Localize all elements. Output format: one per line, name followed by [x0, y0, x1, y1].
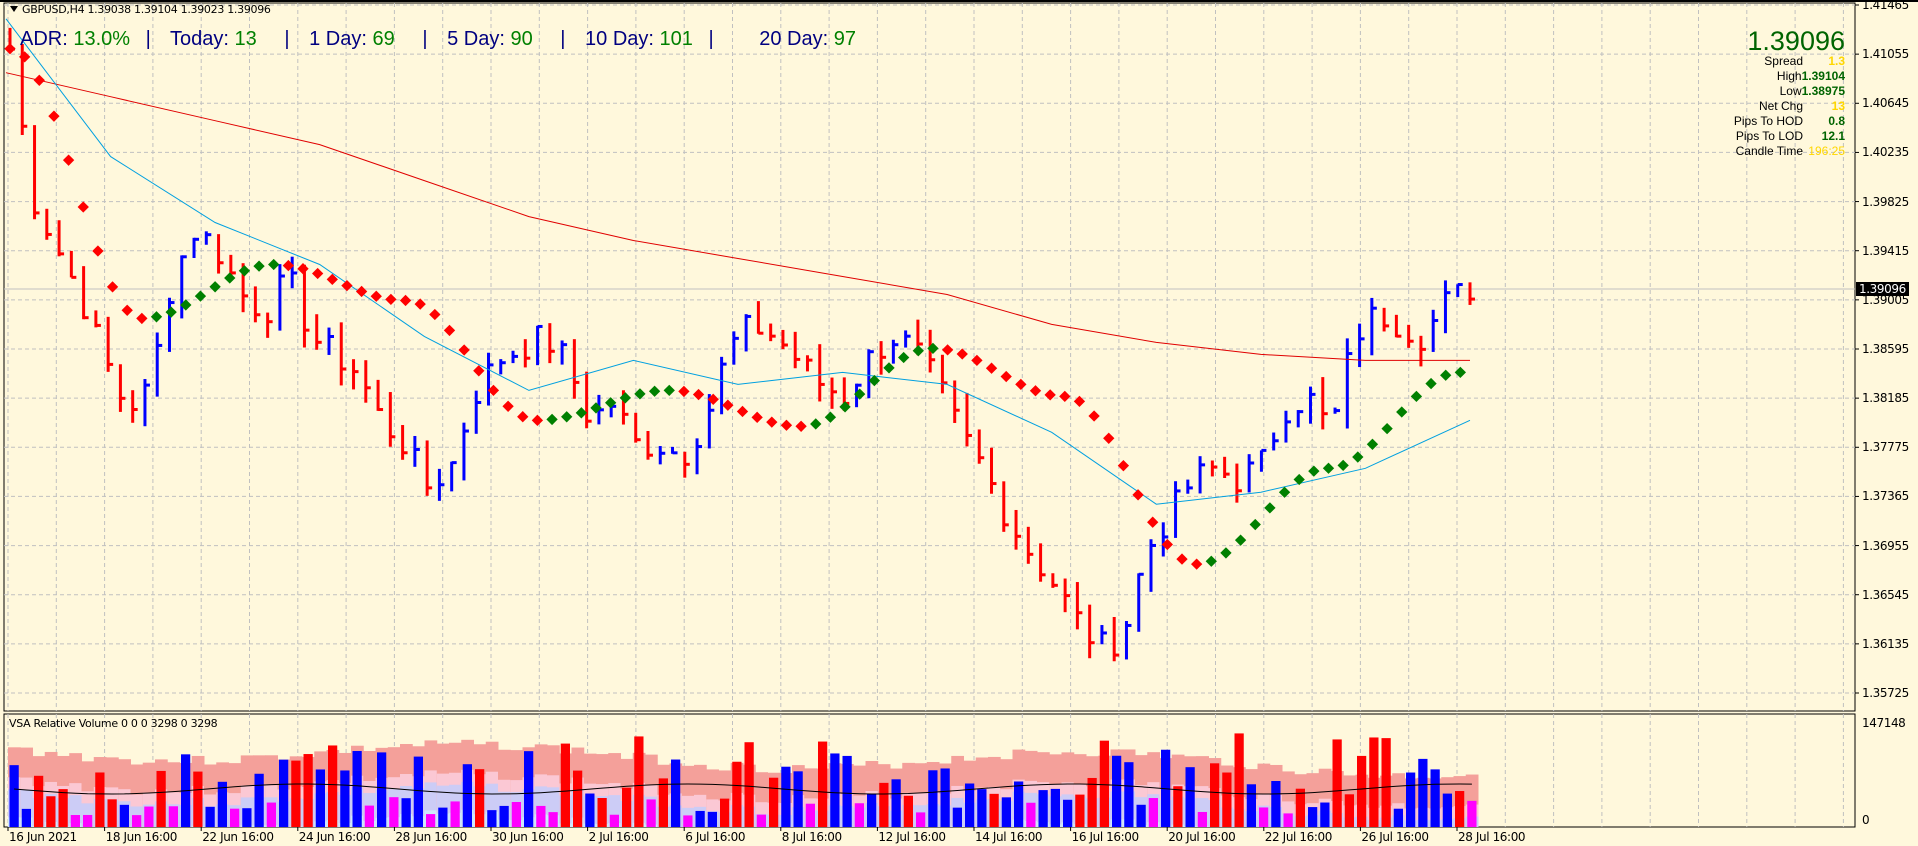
day5-value: 90 — [510, 28, 533, 50]
separator: | — [560, 28, 566, 50]
separator: | — [708, 28, 714, 50]
price-axis-label: 1.39825 — [1862, 194, 1909, 209]
symbol-ohlc-text: GBPUSD,H4 1.39038 1.39104 1.39023 1.3909… — [22, 3, 271, 16]
adr-value: 13.0% — [73, 28, 131, 50]
time-axis-label: 20 Jul 16:00 — [1168, 830, 1236, 844]
time-axis-label: 2 Jul 16:00 — [588, 830, 649, 844]
time-axis-label: 6 Jul 16:00 — [685, 830, 746, 844]
info-row-low: Low1.38975 — [1779, 84, 1845, 98]
day10-label: 10 Day: — [585, 28, 654, 50]
time-axis-label: 16 Jun 2021 — [9, 830, 77, 844]
time-axis-label: 14 Jul 16:00 — [975, 830, 1043, 844]
price-axis-label: 1.36135 — [1862, 636, 1909, 651]
info-row-candle-time: Candle Time 196:25 — [1735, 144, 1845, 158]
day5-label: 5 Day: — [447, 28, 505, 50]
day20-value: 97 — [833, 28, 856, 50]
day1-label: 1 Day: — [309, 28, 367, 50]
dropdown-triangle-icon[interactable] — [10, 6, 18, 12]
volume-axis-max: 147148 — [1862, 716, 1906, 730]
time-axis-label: 22 Jun 16:00 — [202, 830, 274, 844]
price-axis-label: 1.38185 — [1862, 391, 1909, 406]
price-axis-label: 1.37365 — [1862, 489, 1909, 504]
symbol-header: GBPUSD,H4 1.39038 1.39104 1.39023 1.3909… — [10, 3, 271, 16]
time-axis-label: 28 Jun 16:00 — [395, 830, 467, 844]
time-axis-label: 22 Jul 16:00 — [1264, 830, 1333, 844]
time-axis-label: 26 Jul 16:00 — [1361, 830, 1429, 844]
info-row-net-change: Net Chg 13 — [1758, 99, 1845, 113]
price-axis-label: 1.39415 — [1862, 243, 1909, 258]
time-axis-label: 24 Jun 16:00 — [298, 830, 371, 844]
volume-indicator-title: VSA Relative Volume 0 0 0 3298 0 3298 — [9, 717, 218, 730]
time-axis-label: 12 Jul 16:00 — [878, 830, 946, 844]
adr-panel: ADR: 13.0% | Today: 13 | 1 Day: 69 | 5 D… — [20, 28, 856, 51]
price-info-panel: 1.39096 Spread 1.3 High1.39104 Low1.38975… — [1734, 28, 1845, 159]
price-axis-label: 1.36545 — [1862, 587, 1909, 602]
price-axis-label: 1.41055 — [1862, 47, 1909, 62]
info-row-pips-to-lod: Pips To LOD 12.1 — [1735, 129, 1845, 143]
price-axis-label: 1.37775 — [1862, 440, 1909, 455]
price-axis-label: 1.36955 — [1862, 538, 1909, 553]
price-axis-label: 1.41465 — [1862, 0, 1909, 12]
time-axis-label: 8 Jul 16:00 — [781, 830, 842, 844]
day20-label: 20 Day: — [759, 28, 829, 50]
price-axis-label: 1.38595 — [1862, 342, 1909, 356]
info-row-pips-to-hod: Pips To HOD 0.8 — [1733, 114, 1845, 128]
separator: | — [145, 28, 151, 50]
price-axis-label: 1.40235 — [1862, 145, 1909, 160]
volume-axis-min: 0 — [1862, 813, 1870, 827]
price-axis-label: 1.40645 — [1862, 96, 1909, 111]
info-row-spread: Spread 1.3 — [1764, 54, 1845, 68]
adr-label: ADR: — [20, 28, 68, 50]
day1-value: 69 — [372, 28, 395, 50]
time-axis-label: 28 Jul 16:00 — [1458, 830, 1526, 844]
separator: | — [422, 28, 428, 50]
today-value: 13 — [234, 28, 257, 50]
price-axis-label: 1.39005 — [1862, 292, 1909, 307]
today-label: Today: — [170, 28, 229, 50]
day10-value: 101 — [659, 28, 693, 50]
time-axis-label: 18 Jun 16:00 — [105, 830, 178, 844]
time-axis-label: 16 Jul 16:00 — [1071, 830, 1140, 844]
info-row-high: High1.39104 — [1776, 69, 1845, 83]
time-axis-label: 30 Jun 16:00 — [492, 830, 564, 844]
current-price-large: 1.39096 — [1747, 26, 1845, 56]
current-price-label: 1.39096 — [1856, 282, 1909, 296]
price-axis-label: 1.35725 — [1862, 686, 1909, 700]
separator: | — [284, 28, 290, 50]
